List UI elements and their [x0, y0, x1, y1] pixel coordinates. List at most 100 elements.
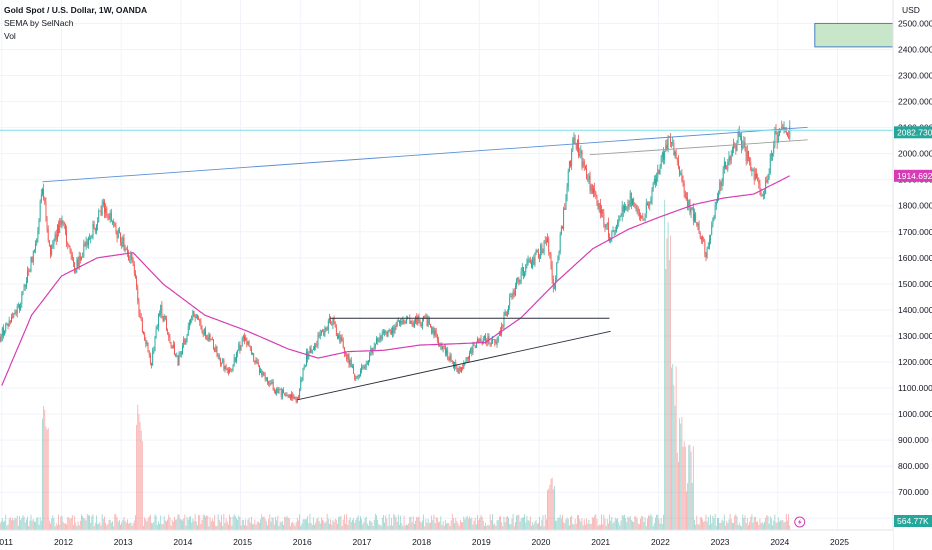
- candle-body: [532, 257, 534, 268]
- candle-body: [28, 270, 30, 272]
- volume-bar: [46, 429, 48, 530]
- candle-body: [136, 276, 138, 287]
- candle-body: [335, 327, 337, 336]
- candle-body: [731, 148, 733, 156]
- volume-bar: [17, 525, 19, 530]
- candle-body: [37, 230, 39, 239]
- volume-bar: [20, 519, 22, 530]
- volume-bar: [213, 521, 214, 530]
- volume-bar: [247, 519, 249, 530]
- indicator-label[interactable]: SEMA by SelNach: [4, 18, 74, 28]
- candle-body: [550, 255, 552, 266]
- candle-body: [720, 182, 722, 186]
- volume-bar: [781, 520, 783, 530]
- volume-bar: [766, 515, 768, 530]
- volume-bar: [586, 518, 588, 530]
- volume-bar: [719, 522, 721, 530]
- volume-bar: [698, 524, 700, 530]
- candle-body: [323, 331, 325, 336]
- candle-body: [126, 249, 128, 254]
- candle-body: [66, 230, 68, 244]
- candle-body: [276, 388, 278, 394]
- time-tick-label: 2014: [173, 537, 192, 547]
- volume-bar: [365, 516, 367, 530]
- volume-bar: [456, 521, 458, 530]
- candle-body: [599, 203, 601, 214]
- volume-bar: [689, 444, 691, 530]
- volume-bar: [579, 518, 581, 530]
- volume-bar: [769, 516, 771, 530]
- volume-bar: [264, 518, 266, 530]
- candle-body: [268, 381, 270, 384]
- volume-bar: [384, 522, 385, 530]
- candle-body: [154, 337, 156, 351]
- volume-bar: [244, 524, 245, 530]
- volume-bar: [163, 516, 165, 530]
- candle-body: [537, 252, 539, 258]
- candle-body: [595, 191, 597, 196]
- candle-body: [157, 313, 159, 328]
- volume-bar: [232, 516, 234, 530]
- volume-bar: [453, 517, 454, 530]
- candle-body: [155, 329, 157, 338]
- volume-bar: [503, 516, 505, 530]
- volume-bar: [310, 522, 312, 530]
- candle-body: [718, 194, 720, 198]
- candle-body: [556, 263, 558, 281]
- candle-body: [129, 259, 131, 261]
- candle-body: [202, 332, 204, 335]
- volume-bar: [570, 517, 571, 530]
- volume-bar: [148, 516, 150, 530]
- candle-body: [380, 336, 382, 339]
- volume-bar: [715, 525, 717, 530]
- candle-body: [630, 192, 632, 206]
- price-tick-label: 900.000: [898, 435, 929, 445]
- volume-bar: [285, 517, 287, 530]
- volume-bar: [409, 516, 411, 530]
- candle-body: [566, 187, 568, 199]
- candle-body: [208, 334, 210, 341]
- candle-body: [649, 203, 651, 206]
- volume-bar: [777, 517, 779, 530]
- candle-body: [263, 372, 265, 376]
- candle-body: [787, 133, 788, 137]
- volume-label[interactable]: Vol: [4, 31, 16, 41]
- volume-bar: [110, 522, 112, 530]
- candle-body: [580, 150, 582, 154]
- volume-bar: [59, 524, 61, 530]
- volume-bar: [318, 520, 320, 530]
- volume-bar: [54, 526, 56, 530]
- candle-body: [278, 389, 280, 394]
- symbol-title[interactable]: Gold Spot / U.S. Dollar, 1W, OANDA: [4, 5, 148, 15]
- volume-bar: [22, 515, 24, 530]
- candle-body: [185, 340, 187, 345]
- volume-bar: [482, 520, 484, 530]
- volume-bar: [126, 519, 128, 530]
- volume-bar: [787, 520, 788, 530]
- volume-bar: [743, 518, 745, 530]
- volume-bar: [683, 441, 685, 530]
- candle-body: [239, 344, 241, 350]
- candle-body: [102, 201, 104, 205]
- volume-bar: [541, 519, 543, 530]
- volume-bar: [788, 514, 790, 530]
- candle-body: [20, 303, 22, 310]
- candle-body: [257, 362, 259, 366]
- chart-legend: Gold Spot / U.S. Dollar, 1W, OANDA SEMA …: [4, 4, 147, 43]
- price-tick-label: 1200.000: [898, 357, 932, 367]
- volume-bar: [399, 524, 400, 530]
- candle-body: [560, 226, 562, 235]
- candle-body: [590, 185, 592, 191]
- volume-bar: [466, 515, 468, 530]
- volume-bar: [508, 517, 509, 530]
- candle-body: [415, 316, 416, 324]
- volume-bar: [593, 518, 594, 530]
- candle-body: [242, 336, 244, 339]
- candle-body: [405, 318, 407, 324]
- volume-bar: [1, 518, 3, 530]
- volume-bar: [115, 514, 117, 530]
- candle-body: [544, 240, 546, 242]
- volume-bar: [730, 518, 732, 530]
